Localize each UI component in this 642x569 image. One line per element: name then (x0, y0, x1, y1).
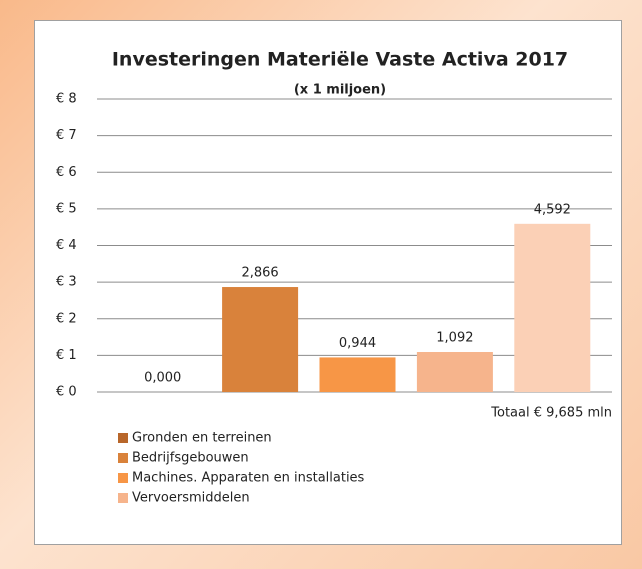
chart-title: Investeringen Materiële Vaste Activa 201… (112, 49, 568, 71)
y-tick-label: € 3 (56, 275, 77, 290)
legend-swatch (118, 433, 128, 443)
y-tick-label: € 5 (56, 201, 77, 216)
y-tick-label: € 1 (56, 348, 77, 363)
value-label: 0,944 (339, 336, 376, 351)
chart-subtitle: (x 1 miljoen) (294, 83, 386, 98)
value-label: 4,592 (534, 202, 571, 217)
y-tick-label: € 4 (56, 238, 77, 253)
legend-label: Vervoersmiddelen (132, 491, 250, 506)
bar (514, 223, 591, 392)
value-label: 1,092 (436, 331, 473, 346)
value-label: 0,000 (144, 371, 181, 386)
legend-swatch (118, 453, 128, 463)
y-tick-label: € 7 (56, 128, 77, 143)
legend-label: Gronden en terreinen (132, 431, 272, 446)
legend-swatch (118, 493, 128, 503)
legend-swatch (118, 473, 128, 483)
bar (222, 287, 299, 392)
legend-label: Machines. Apparaten en installaties (132, 471, 365, 486)
y-tick-label: € 6 (56, 165, 77, 180)
y-tick-label: € 8 (56, 92, 77, 107)
annotation: Totaal € 9,685 mln (490, 406, 612, 421)
y-tick-label: € 0 (56, 385, 77, 400)
bar (319, 357, 396, 392)
legend-label: Bedrijfsgebouwen (132, 451, 249, 466)
bar (416, 352, 493, 392)
y-tick-label: € 2 (56, 311, 77, 326)
value-label: 2,866 (241, 266, 278, 281)
